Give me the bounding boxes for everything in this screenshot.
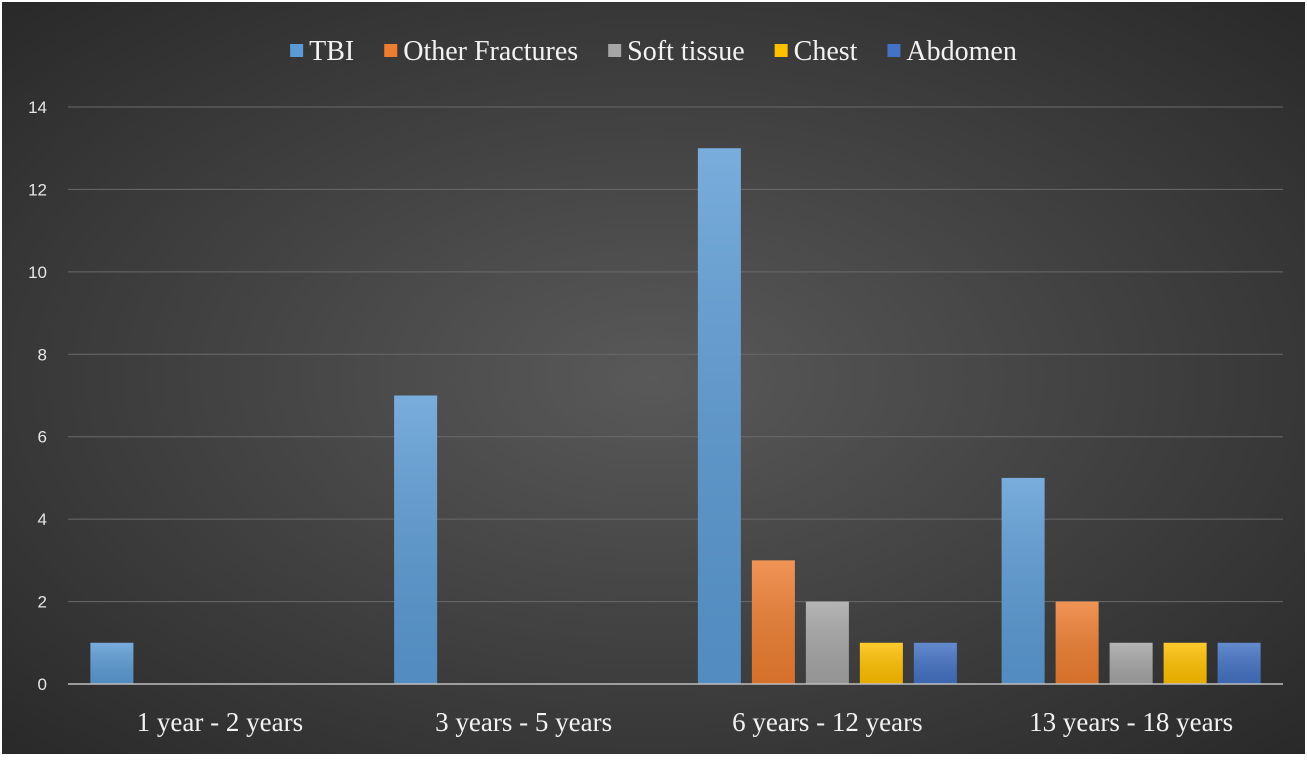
legend-label: Other Fractures [403,36,578,67]
y-tick-label: 2 [38,593,47,612]
legend-swatch [887,44,901,57]
legend-item-soft-tissue: Soft tissue [608,36,745,67]
legend-item-other-fractures: Other Fractures [384,36,578,67]
bar-shading [1055,601,1099,684]
y-tick-label: 10 [28,263,47,282]
y-tick-label: 14 [28,98,47,117]
bar-shading [859,642,903,684]
bar-shading [1109,642,1153,684]
legend: TBI Other Fractures Soft tissue Chest Abdome… [290,36,1017,67]
legend-swatch [290,44,304,57]
y-tick-label: 4 [38,510,47,529]
legend-label: Soft tissue [627,36,744,67]
x-category-label: 1 year - 2 years [137,707,303,737]
bar-shading [1217,642,1261,684]
bar-shading [1163,642,1207,684]
legend-label: Chest [794,36,858,67]
y-tick-label: 0 [38,675,47,694]
y-tick-label: 8 [38,345,47,364]
bar-shading [90,642,134,684]
legend-label: TBI [309,36,354,67]
legend-swatch [608,44,622,57]
bar-shading [1001,477,1045,684]
bar-shading [805,601,849,684]
legend-item-chest: Chest [774,36,858,67]
y-axis-ticks: 0 2 4 6 8 10 12 14 [28,98,47,694]
legend-swatch [384,44,398,57]
x-category-label: 6 years - 12 years [732,707,922,737]
legend-label: Abdomen [906,36,1016,67]
bar-shading [751,560,795,684]
gridlines [68,106,1283,603]
legend-item-tbi: TBI [290,36,354,67]
bars [90,148,1261,684]
x-category-label: 13 years - 18 years [1029,707,1233,737]
bar-shading [697,148,741,684]
y-tick-label: 6 [38,428,47,447]
y-tick-label: 12 [28,180,47,199]
bar-shading [394,395,438,684]
legend-swatch [774,44,788,57]
x-category-label: 3 years - 5 years [435,707,612,737]
bar-shading [913,642,957,684]
legend-item-abdomen: Abdomen [887,36,1017,67]
x-axis-labels: 1 year - 2 years 3 years - 5 years 6 years… [137,707,1233,737]
